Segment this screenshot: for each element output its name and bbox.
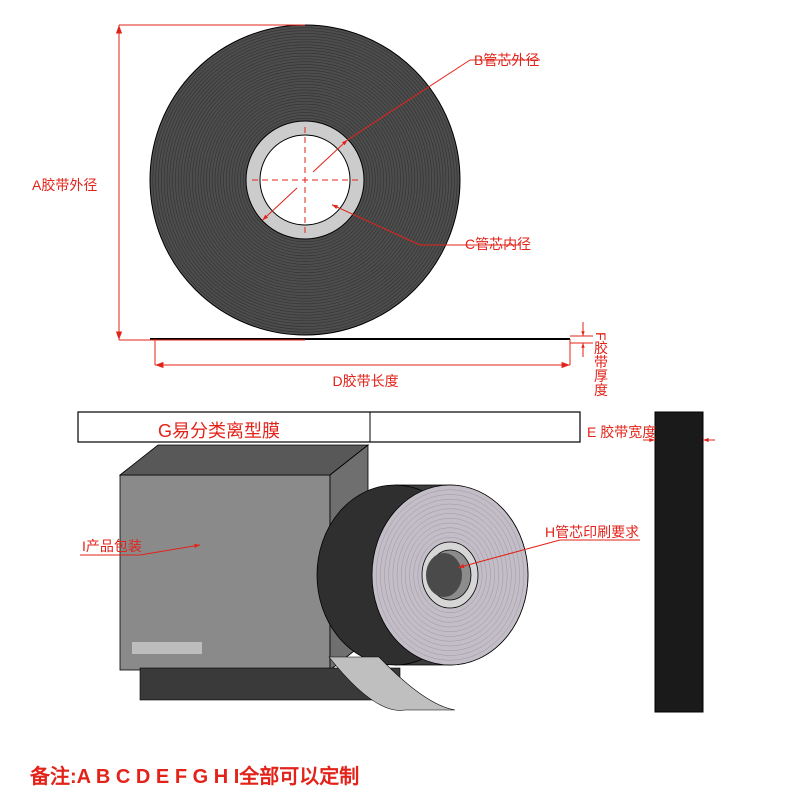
label-F: F胶带厚度: [591, 332, 611, 397]
label-D: D胶带长度: [333, 371, 399, 391]
label-H: H管芯印刷要求: [545, 522, 639, 542]
note-text: 备注:A B C D E F G H I全部可以定制: [30, 760, 359, 789]
label-B: B管芯外径: [474, 50, 539, 70]
diagram-canvas: [0, 0, 800, 800]
label-I: I产品包装: [82, 536, 142, 556]
label-C: C管芯内径: [465, 234, 531, 254]
label-E: E 胶带宽度: [587, 422, 656, 442]
label-G: G易分类离型膜: [158, 417, 280, 443]
label-A: A胶带外径: [32, 175, 97, 195]
